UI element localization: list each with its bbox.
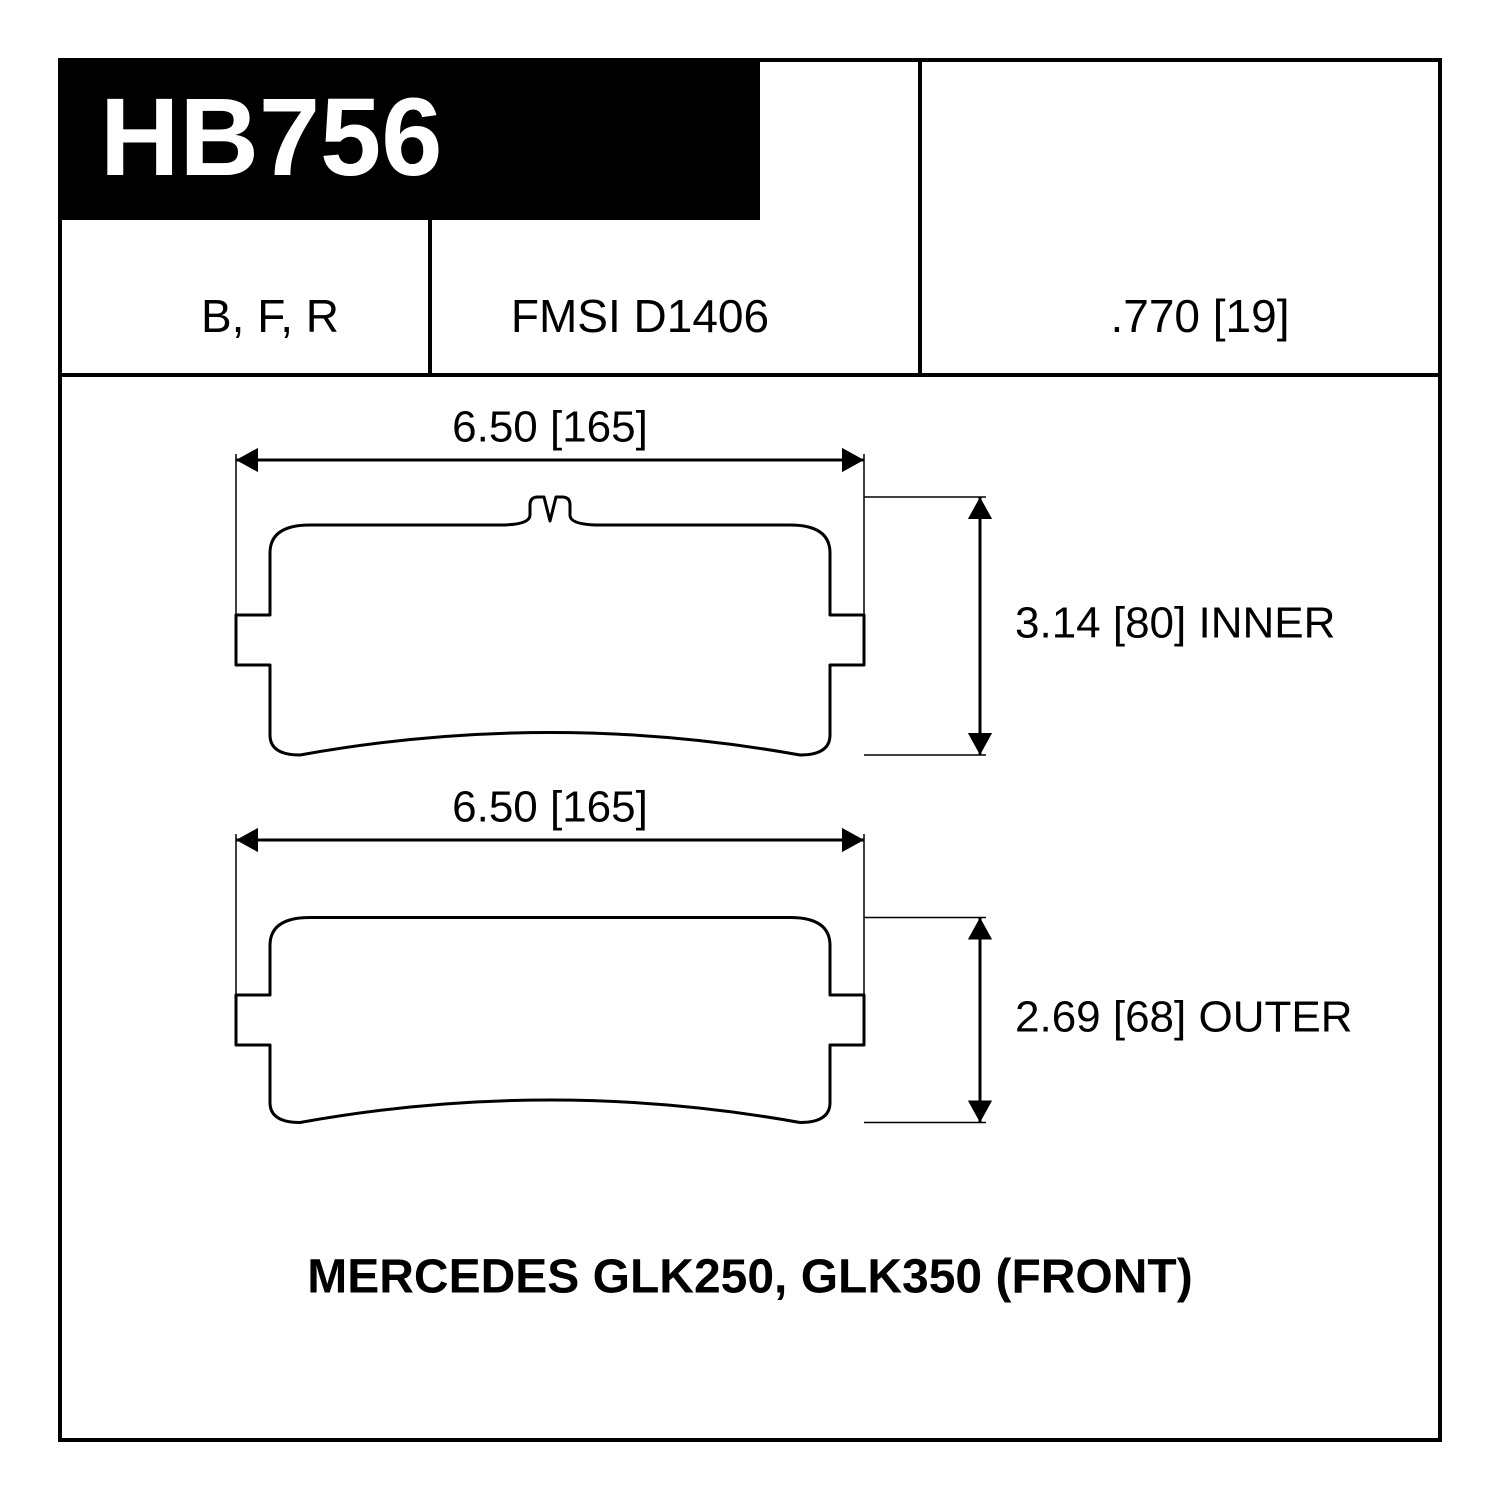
outer-width-dim: 6.50 [165] <box>452 783 648 832</box>
page: { "header": { "part_number": "HB756" }, … <box>0 0 1500 1500</box>
diagram-svg: HB756 B, F, R FMSI D1406 .770 [19] 6.50 [165… <box>0 0 1500 1500</box>
codes-label: B, F, R <box>201 290 339 342</box>
inner-height-dim: 3.14 [80] INNER <box>1015 599 1335 648</box>
part-number: HB756 <box>100 76 442 199</box>
outer-height-dim: 2.69 [68] OUTER <box>1015 993 1352 1042</box>
inner-width-dim: 6.50 [165] <box>452 403 648 452</box>
fmsi-label: FMSI D1406 <box>511 290 769 342</box>
footer-label: MERCEDES GLK250, GLK350 (FRONT) <box>307 1251 1192 1304</box>
thickness-label: .770 [19] <box>1110 290 1289 342</box>
